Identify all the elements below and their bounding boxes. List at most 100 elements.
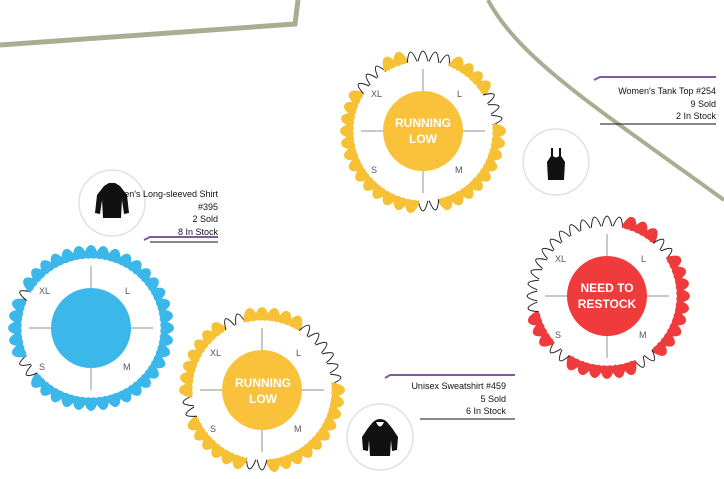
sold-unit <box>256 459 268 471</box>
stock-unit <box>340 123 354 139</box>
stock-unit <box>676 288 690 304</box>
icon-circle-hoodie[interactable] <box>346 403 414 471</box>
background-frame <box>0 0 724 202</box>
stock-unit <box>404 198 420 213</box>
size-label-xl: XL <box>39 286 51 296</box>
stock-unit <box>202 330 218 346</box>
stock-unit <box>72 395 88 410</box>
stock-unit <box>9 331 24 347</box>
sold-count: 5 Sold <box>480 393 506 404</box>
stock-unit <box>23 277 39 293</box>
stock-unit <box>355 166 371 182</box>
stock-unit <box>621 360 637 375</box>
stock-unit <box>183 360 198 376</box>
status-center[interactable] <box>567 256 647 336</box>
stock-unit <box>671 266 686 282</box>
sold-unit <box>487 104 500 115</box>
sold-unit <box>374 65 387 78</box>
size-label-s: S <box>555 330 562 340</box>
sold-unit <box>224 318 235 331</box>
sold-unit <box>365 73 378 86</box>
stock-unit <box>610 363 626 378</box>
stock-unit <box>31 268 47 284</box>
sold-unit <box>406 51 418 63</box>
stock-unit <box>475 166 491 182</box>
stock-unit <box>211 442 227 458</box>
sold-unit <box>634 355 645 368</box>
stock-unit <box>287 449 303 465</box>
stock-unit <box>666 255 682 271</box>
stock-unit <box>306 434 322 450</box>
sold-unit <box>19 290 32 301</box>
stock-unit <box>566 355 582 371</box>
sold-unit <box>569 224 580 237</box>
sold-unit <box>526 290 538 302</box>
stock-unit <box>492 123 506 139</box>
stock-unit <box>276 311 292 326</box>
status-center[interactable] <box>383 91 463 171</box>
stock-unit <box>321 415 337 431</box>
stock-unit <box>297 442 313 458</box>
stock-unit <box>666 321 682 337</box>
stock-unit <box>475 80 491 96</box>
sold-unit <box>541 247 554 260</box>
status-label-sweatshirt: RUNNING LOW <box>235 376 291 406</box>
stock-unit <box>348 156 364 172</box>
sold-unit <box>491 114 503 126</box>
size-label-s: S <box>371 165 378 175</box>
stock-unit <box>221 449 237 465</box>
stock-unit <box>50 387 66 403</box>
sold-unit <box>549 341 562 354</box>
stock-count: 8 In Stock <box>177 226 218 237</box>
sold-unit <box>19 355 32 366</box>
stock-unit <box>83 245 99 259</box>
stock-unit <box>674 299 689 315</box>
sold-unit <box>527 301 539 313</box>
stock-unit <box>158 331 173 347</box>
stock-unit <box>314 425 330 441</box>
stock-unit <box>265 457 281 472</box>
status-center[interactable] <box>222 350 302 430</box>
icon-circle-tanktop[interactable] <box>522 128 590 196</box>
sold-unit <box>652 238 665 251</box>
stock-unit <box>50 253 66 269</box>
size-label-m: M <box>639 330 647 340</box>
stock-unit <box>155 298 170 314</box>
sold-unit <box>530 269 543 280</box>
size-label-m: M <box>455 165 463 175</box>
product-title: Unisex Sweatshirt #459 <box>411 381 506 391</box>
icon-circle-longsleeve[interactable] <box>78 169 146 237</box>
stock-unit <box>329 393 344 409</box>
hoodie-icon <box>362 419 398 456</box>
size-label-xl: XL <box>555 254 567 264</box>
stock-unit <box>331 382 345 398</box>
stock-unit <box>265 308 281 323</box>
stock-unit <box>202 434 218 450</box>
sold-unit <box>417 50 429 62</box>
sold-unit <box>580 219 591 232</box>
stock-unit <box>458 63 474 79</box>
stock-unit <box>642 228 658 244</box>
stock-unit <box>341 112 356 128</box>
leader-lines <box>143 76 716 420</box>
stock-unit <box>116 253 132 269</box>
stock-unit <box>105 249 121 264</box>
sold-unit <box>428 199 440 211</box>
stock-unit <box>671 310 686 326</box>
stock-unit <box>160 320 174 336</box>
size-label-l: L <box>641 254 647 264</box>
stock-unit <box>448 190 464 206</box>
stock-unit <box>155 342 170 358</box>
stock-unit <box>372 183 388 199</box>
stock-unit <box>532 321 548 337</box>
sold-unit <box>558 230 571 243</box>
stock-unit <box>61 392 77 407</box>
stock-ring-sweatshirt <box>179 307 345 472</box>
stock-unit <box>150 353 166 369</box>
sold-unit <box>643 349 656 362</box>
stock-unit <box>458 183 474 199</box>
sold-unit <box>182 395 194 407</box>
stock-unit <box>158 309 173 325</box>
status-center[interactable] <box>51 288 131 368</box>
stock-unit <box>94 246 110 261</box>
